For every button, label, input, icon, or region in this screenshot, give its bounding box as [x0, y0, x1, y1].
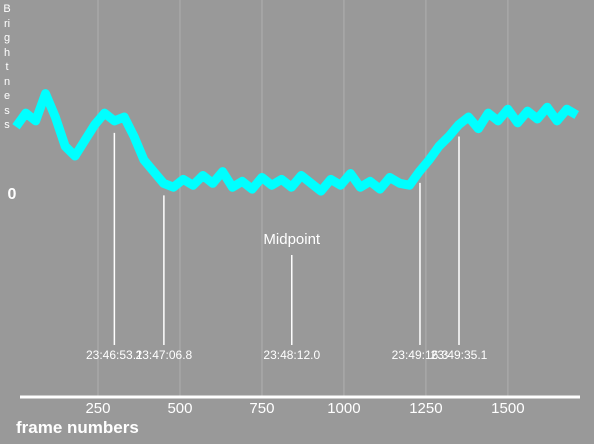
midpoint-label: Midpoint: [263, 231, 321, 248]
x-tick-label: 1250: [409, 400, 442, 417]
x-axis-label: frame numbers: [16, 418, 139, 437]
y-tick-label: 0: [8, 186, 17, 203]
x-tick-label: 500: [167, 400, 192, 417]
series-line: [12, 89, 580, 196]
marker-label: 23:49:35.1: [431, 348, 488, 362]
x-tick-label: 250: [85, 400, 110, 417]
marker-label: 23:46:53.1: [86, 348, 143, 362]
marker-label: 23:47:06.8: [136, 348, 193, 362]
x-tick-label: 750: [249, 400, 274, 417]
x-tick-label: 1000: [327, 400, 360, 417]
x-tick-label: 1500: [491, 400, 524, 417]
y-axis-label: Brightness: [3, 3, 11, 131]
marker-label: 23:49:16.3: [392, 348, 449, 362]
marker-label: 23:48:12.0: [263, 348, 320, 362]
